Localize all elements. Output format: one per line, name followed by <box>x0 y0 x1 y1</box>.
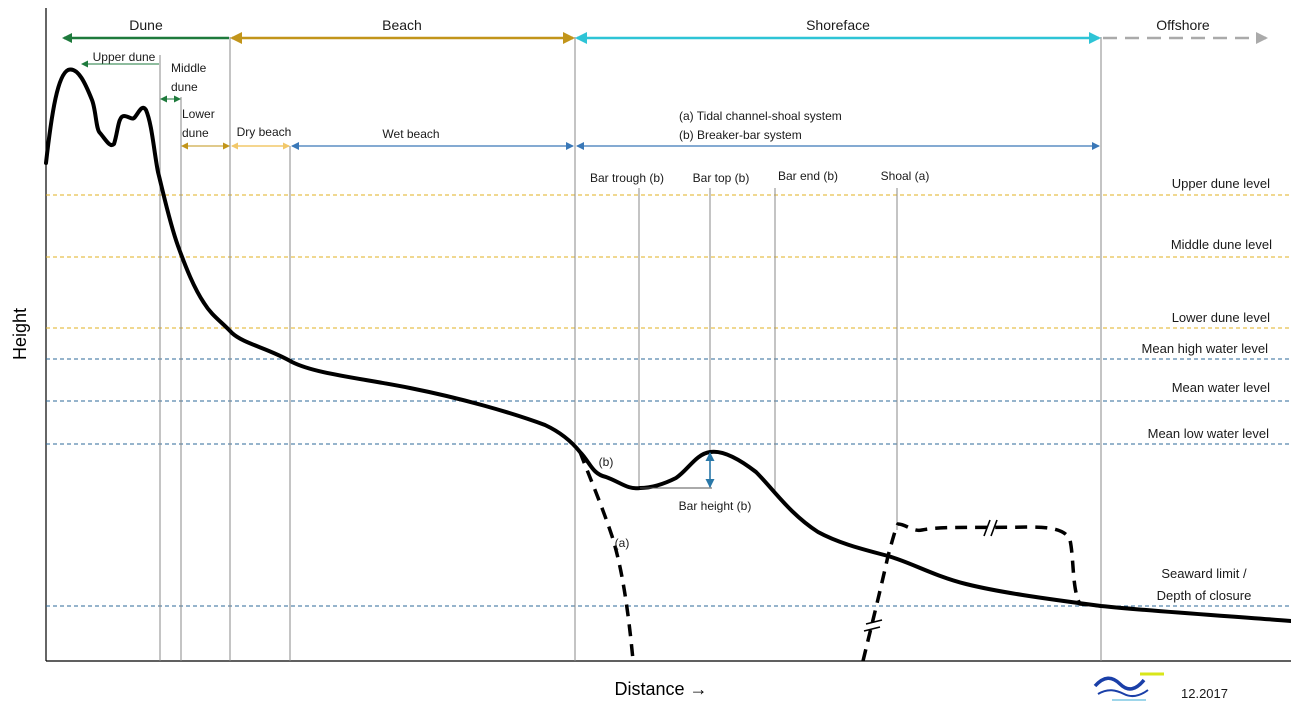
wave-logo-icon <box>1093 672 1164 701</box>
mean-high-water-label: Mean high water level <box>1142 341 1269 356</box>
zone-dune-label: Dune <box>129 17 163 33</box>
upper-dune-label: Upper dune <box>93 50 156 64</box>
channel-break-mark-icon <box>863 619 883 632</box>
upper-dune-level-label: Upper dune level <box>1172 176 1270 191</box>
mean-water-label: Mean water level <box>1172 380 1270 395</box>
footer-date: 12.2017 <box>1181 686 1228 701</box>
dry-beach-label: Dry beach <box>237 125 292 139</box>
y-axis-title: Height <box>10 308 30 360</box>
middle-dune-label-line2: dune <box>171 80 198 94</box>
system-a-label: (a) Tidal channel-shoal system <box>679 109 842 123</box>
wet-beach-label: Wet beach <box>382 127 439 141</box>
lower-dune-label-line2: dune <box>182 126 209 140</box>
bar-height-label: Bar height (b) <box>679 499 752 513</box>
zone-offshore-label: Offshore <box>1156 17 1210 33</box>
shoal-break-mark-icon <box>983 519 998 537</box>
lower-dune-label-line1: Lower <box>182 107 215 121</box>
bar-end-label: Bar end (b) <box>778 169 838 183</box>
middle-dune-level-label: Middle dune level <box>1171 237 1272 252</box>
shoal-label: Shoal (a) <box>881 169 930 183</box>
zone-beach-label: Beach <box>382 17 422 33</box>
seaward-limit-label-line1: Seaward limit / <box>1161 566 1247 581</box>
coastal-profile-curve <box>44 67 1291 623</box>
marker-b-label: (b) <box>599 455 614 469</box>
tidal-channel-profile-curve <box>578 451 635 661</box>
system-b-label: (b) Breaker-bar system <box>679 128 802 142</box>
zone-shoreface-label: Shoreface <box>806 17 870 33</box>
bar-top-label: Bar top (b) <box>693 171 750 185</box>
bar-trough-label: Bar trough (b) <box>590 171 664 185</box>
shoal-profile-curve <box>861 522 1102 662</box>
lower-dune-level-label: Lower dune level <box>1172 310 1270 325</box>
mean-low-water-label: Mean low water level <box>1148 426 1269 441</box>
middle-dune-label-line1: Middle <box>171 61 207 75</box>
seaward-limit-label-line2: Depth of closure <box>1157 588 1252 603</box>
x-axis-title: Distance → <box>614 679 707 699</box>
marker-a-label: (a) <box>615 536 630 550</box>
